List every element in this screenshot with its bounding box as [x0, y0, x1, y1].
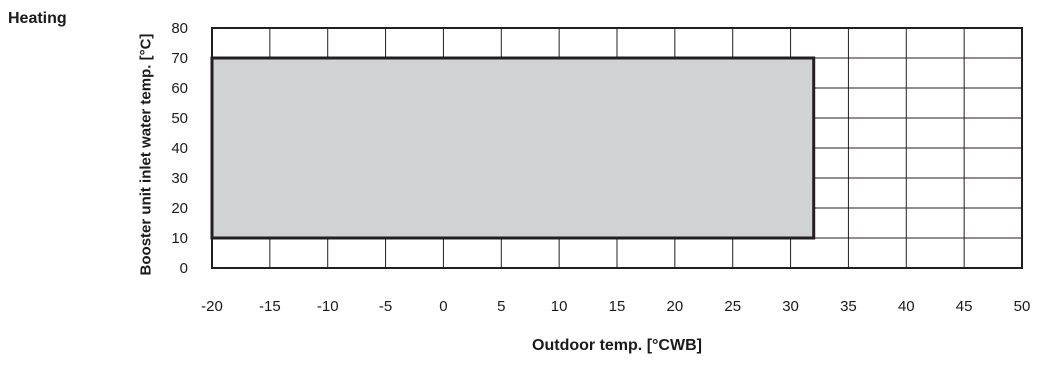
y-tick-label: 70: [171, 50, 188, 67]
operating-range-region: [210, 56, 816, 240]
plot-frame: [211, 27, 1023, 269]
x-tick-label: 25: [724, 298, 741, 315]
y-tick-label: 30: [171, 170, 188, 187]
x-tick-label: 40: [898, 298, 915, 315]
y-tick-label: 10: [171, 230, 188, 247]
y-tick-label: 50: [171, 110, 188, 127]
x-tick-label: -5: [379, 298, 392, 315]
y-tick-label: 60: [171, 80, 188, 97]
x-tick-label: 50: [1014, 298, 1031, 315]
x-tick-label: 35: [840, 298, 857, 315]
x-tick-label: -20: [201, 298, 223, 315]
x-tick-label: 20: [667, 298, 684, 315]
chart-title: Heating: [8, 10, 67, 27]
x-tick-label: 30: [782, 298, 799, 315]
x-axis-label: Outdoor temp. [°CWB]: [532, 337, 702, 354]
x-tick-label: 15: [609, 298, 626, 315]
x-tick-label: -15: [259, 298, 281, 315]
x-tick-label: -10: [317, 298, 339, 315]
y-tick-label: 40: [171, 140, 188, 157]
x-tick-label: 5: [497, 298, 505, 315]
y-tick-label: 20: [171, 200, 188, 217]
y-tick-label: 80: [171, 20, 188, 37]
y-tick-label: 0: [180, 260, 188, 277]
x-tick-label: 10: [551, 298, 568, 315]
x-tick-label: 45: [956, 298, 973, 315]
x-tick-label: 0: [439, 298, 447, 315]
